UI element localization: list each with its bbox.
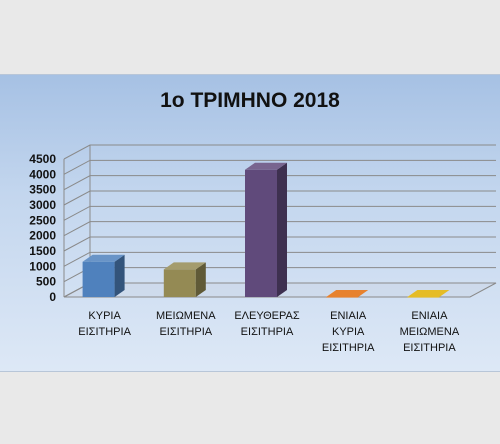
x-category-label: ΕΛΕΥΘΕΡΑΣ ΕΙΣΙΤΗΡΙΑ — [234, 310, 299, 338]
bar-front — [245, 169, 277, 297]
x-category-label-line: ΕΙΣΙΤΗΡΙΑ — [159, 326, 212, 338]
x-category-label-line: ΕΙΣΙΤΗΡΙΑ — [78, 326, 131, 338]
x-category-label-line: ΕΙΣΙΤΗΡΙΑ — [241, 326, 294, 338]
y-tick-label: 4500 — [29, 152, 56, 166]
x-category-label: ΕΝΙΑΙΑ ΚΥΡΙΑ ΕΙΣΙΤΗΡΙΑ — [322, 310, 375, 354]
y-tick-label: 0 — [49, 290, 56, 304]
x-category-label: ΜΕΙΩΜΕΝΑ ΕΙΣΙΤΗΡΙΑ — [156, 310, 216, 338]
gridline — [63, 190, 496, 206]
bar-side — [114, 254, 125, 297]
bar-top — [245, 162, 287, 170]
x-category-label-line: ΚΥΡΙΑ — [332, 326, 365, 338]
bar-front — [326, 297, 359, 298]
bar-side — [277, 162, 287, 297]
x-category-label-line: ΜΕΙΩΜΕΝΑ — [400, 326, 460, 338]
x-category-label: ΚΥΡΙΑ ΕΙΣΙΤΗΡΙΑ — [78, 310, 131, 338]
bar-front — [407, 297, 440, 298]
y-tick-label: 500 — [36, 275, 56, 289]
bar-top — [82, 254, 125, 262]
gridline — [63, 175, 496, 191]
x-category-label-line: ΕΝΙΑΙΑ — [411, 310, 448, 322]
bar-side — [195, 262, 206, 297]
x-category-label-line: ΕΙΣΙΤΗΡΙΑ — [403, 342, 456, 354]
bar-top — [326, 290, 369, 297]
y-tick-label: 3000 — [29, 198, 56, 212]
x-category-label-line: ΕΛΕΥΘΕΡΑΣ — [234, 310, 299, 322]
chart-title: 1ο ΤΡΙΜΗΝΟ 2018 — [160, 89, 340, 112]
y-tick-label: 1000 — [29, 259, 56, 273]
y-tick-label: 4000 — [29, 167, 56, 181]
gridline — [63, 236, 496, 252]
y-tick-label: 2000 — [29, 229, 56, 243]
gridline — [63, 221, 496, 237]
x-category-label: ΕΝΙΑΙΑ ΜΕΙΩΜΕΝΑ ΕΙΣΙΤΗΡΙΑ — [400, 310, 460, 354]
y-tick-label: 3500 — [29, 183, 56, 197]
x-category-label-line: ΜΕΙΩΜΕΝΑ — [156, 310, 216, 322]
bar-top — [163, 262, 206, 270]
bar-front — [82, 261, 115, 297]
bar-front — [163, 269, 196, 297]
bar-top — [407, 290, 450, 297]
gridline — [63, 144, 496, 160]
x-category-label-line: ΕΙΣΙΤΗΡΙΑ — [322, 342, 375, 354]
chart-panel: 1ο ΤΡΙΜΗΝΟ 2018 0 500 1000 1500 2000 2500 3000… — [0, 74, 500, 372]
y-tick-label: 1500 — [29, 244, 56, 258]
gridline — [63, 205, 496, 221]
y-tick-label: 2500 — [29, 213, 56, 227]
x-category-label-line: ΚΥΡΙΑ — [88, 310, 121, 322]
x-category-label-line: ΕΝΙΑΙΑ — [330, 310, 367, 322]
gridline — [63, 251, 496, 267]
gridline — [63, 159, 496, 175]
